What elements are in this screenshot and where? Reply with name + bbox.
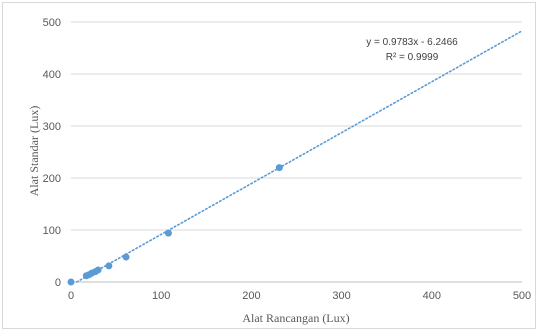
y-tick-label: 400	[43, 69, 61, 81]
x-tick-label: 500	[513, 290, 531, 302]
y-tick-label: 200	[43, 173, 61, 185]
y-tick-label: 100	[43, 225, 61, 237]
tick-labels: 0 100 200 300 400 500 0 100 200 300 400 500	[43, 17, 532, 302]
x-axis-title: Alat Rancangan (Lux)	[242, 311, 349, 325]
equation-label: y = 0.9783x - 6.2466	[366, 37, 458, 48]
trendline-equation: y = 0.9783x - 6.2466 R² = 0.9999	[366, 37, 458, 63]
x-tick-label: 0	[68, 290, 74, 302]
x-tick-label: 400	[423, 290, 441, 302]
x-tick-label: 300	[332, 290, 350, 302]
data-points	[67, 164, 283, 286]
r-squared-label: R² = 0.9999	[386, 52, 439, 63]
data-point	[122, 253, 130, 261]
y-axis-title: Alat Standar (Lux)	[27, 106, 41, 197]
data-point	[67, 278, 75, 286]
trendline-group	[75, 30, 523, 283]
y-tick-label: 500	[43, 17, 61, 29]
data-point	[164, 229, 172, 237]
gridlines	[71, 21, 522, 231]
x-tick-label: 100	[152, 290, 170, 302]
y-tick-label: 300	[43, 121, 61, 133]
data-point	[105, 262, 113, 270]
x-tick-label: 200	[242, 290, 260, 302]
data-point	[94, 266, 102, 274]
y-tick-label: 0	[55, 277, 61, 289]
trendline	[75, 30, 523, 283]
data-point	[275, 164, 283, 172]
